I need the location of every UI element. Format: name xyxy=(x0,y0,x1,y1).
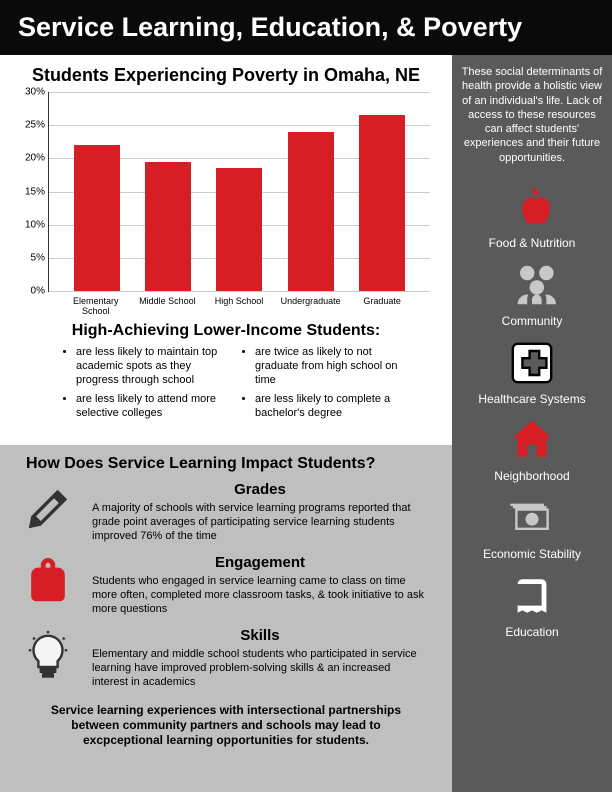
sidebar-item-label: Economic Stability xyxy=(483,548,581,562)
chart-xlabel: Graduate xyxy=(352,296,412,316)
sidebar-item: Education xyxy=(478,568,585,640)
chart-ytick: 20% xyxy=(17,153,45,164)
impact-row: Skills Elementary and middle school stude… xyxy=(20,627,432,690)
impact-section: How Does Service Learning Impact Student… xyxy=(0,445,452,792)
impact-title: How Does Service Learning Impact Student… xyxy=(26,455,432,473)
page-title: Service Learning, Education, & Poverty xyxy=(0,0,612,55)
bar-chart: 0%5%10%15%20%25%30% xyxy=(48,92,430,292)
book-icon xyxy=(504,568,560,624)
chart-xlabel: High School xyxy=(209,296,269,316)
chart-bar xyxy=(216,168,262,291)
impact-heading: Skills xyxy=(88,627,432,644)
chart-bar xyxy=(359,115,405,291)
chart-ytick: 25% xyxy=(17,120,45,131)
sidebar-item: Community xyxy=(478,257,585,329)
bullet-item: are less likely to maintain top academic… xyxy=(76,346,221,387)
bullet-item: are twice as likely to not graduate from… xyxy=(255,346,400,387)
house-icon xyxy=(504,412,560,468)
chart-xlabel: Undergraduate xyxy=(281,296,341,316)
medical-icon xyxy=(504,335,560,391)
chart-ytick: 15% xyxy=(17,186,45,197)
impact-body: A majority of schools with service learn… xyxy=(88,501,432,544)
sidebar-item-label: Neighborhood xyxy=(494,470,569,484)
sidebar-item: Neighborhood xyxy=(478,412,585,484)
pencil-icon xyxy=(20,481,76,537)
people-icon xyxy=(504,257,560,313)
impact-body: Students who engaged in service learning… xyxy=(88,574,432,617)
sidebar-item-label: Education xyxy=(505,626,558,640)
bullets-title: High-Achieving Lower-Income Students: xyxy=(22,322,430,340)
impact-body: Elementary and middle school students wh… xyxy=(88,647,432,690)
sidebar-item: Food & Nutrition xyxy=(478,179,585,251)
chart-ytick: 30% xyxy=(17,87,45,98)
impact-footer: Service learning experiences with inters… xyxy=(20,699,432,748)
chart-bar xyxy=(74,145,120,291)
chart-xlabel: Middle School xyxy=(137,296,197,316)
bullets-list: are less likely to maintain top academic… xyxy=(22,340,430,439)
sidebar: These social determinants of health prov… xyxy=(452,55,612,792)
lightbulb-icon xyxy=(20,627,76,683)
sidebar-item-label: Food & Nutrition xyxy=(489,237,576,251)
sidebar-item-label: Community xyxy=(502,315,563,329)
chart-bar xyxy=(288,132,334,291)
chart-xlabel: Elementary School xyxy=(66,296,126,316)
chart-x-labels: Elementary School Middle School High Schoo… xyxy=(48,292,430,316)
sidebar-item: Healthcare Systems xyxy=(478,335,585,407)
chart-ytick: 5% xyxy=(17,252,45,263)
chart-section: Students Experiencing Poverty in Omaha, … xyxy=(0,55,452,445)
apple-icon xyxy=(504,179,560,235)
sidebar-intro: These social determinants of health prov… xyxy=(460,65,604,165)
chart-ytick: 10% xyxy=(17,219,45,230)
impact-row: Engagement Students who engaged in servic… xyxy=(20,554,432,617)
money-icon xyxy=(504,490,560,546)
backpack-icon xyxy=(20,554,76,610)
impact-heading: Grades xyxy=(88,481,432,498)
chart-ytick: 0% xyxy=(17,286,45,297)
sidebar-item-label: Healthcare Systems xyxy=(478,393,585,407)
bullet-item: are less likely to complete a bachelor's… xyxy=(255,393,400,421)
impact-heading: Engagement xyxy=(88,554,432,571)
chart-title: Students Experiencing Poverty in Omaha, … xyxy=(22,65,430,86)
sidebar-item: Economic Stability xyxy=(478,490,585,562)
bullet-item: are less likely to attend more selective… xyxy=(76,393,221,421)
impact-row: Grades A majority of schools with service… xyxy=(20,481,432,544)
chart-bar xyxy=(145,162,191,291)
